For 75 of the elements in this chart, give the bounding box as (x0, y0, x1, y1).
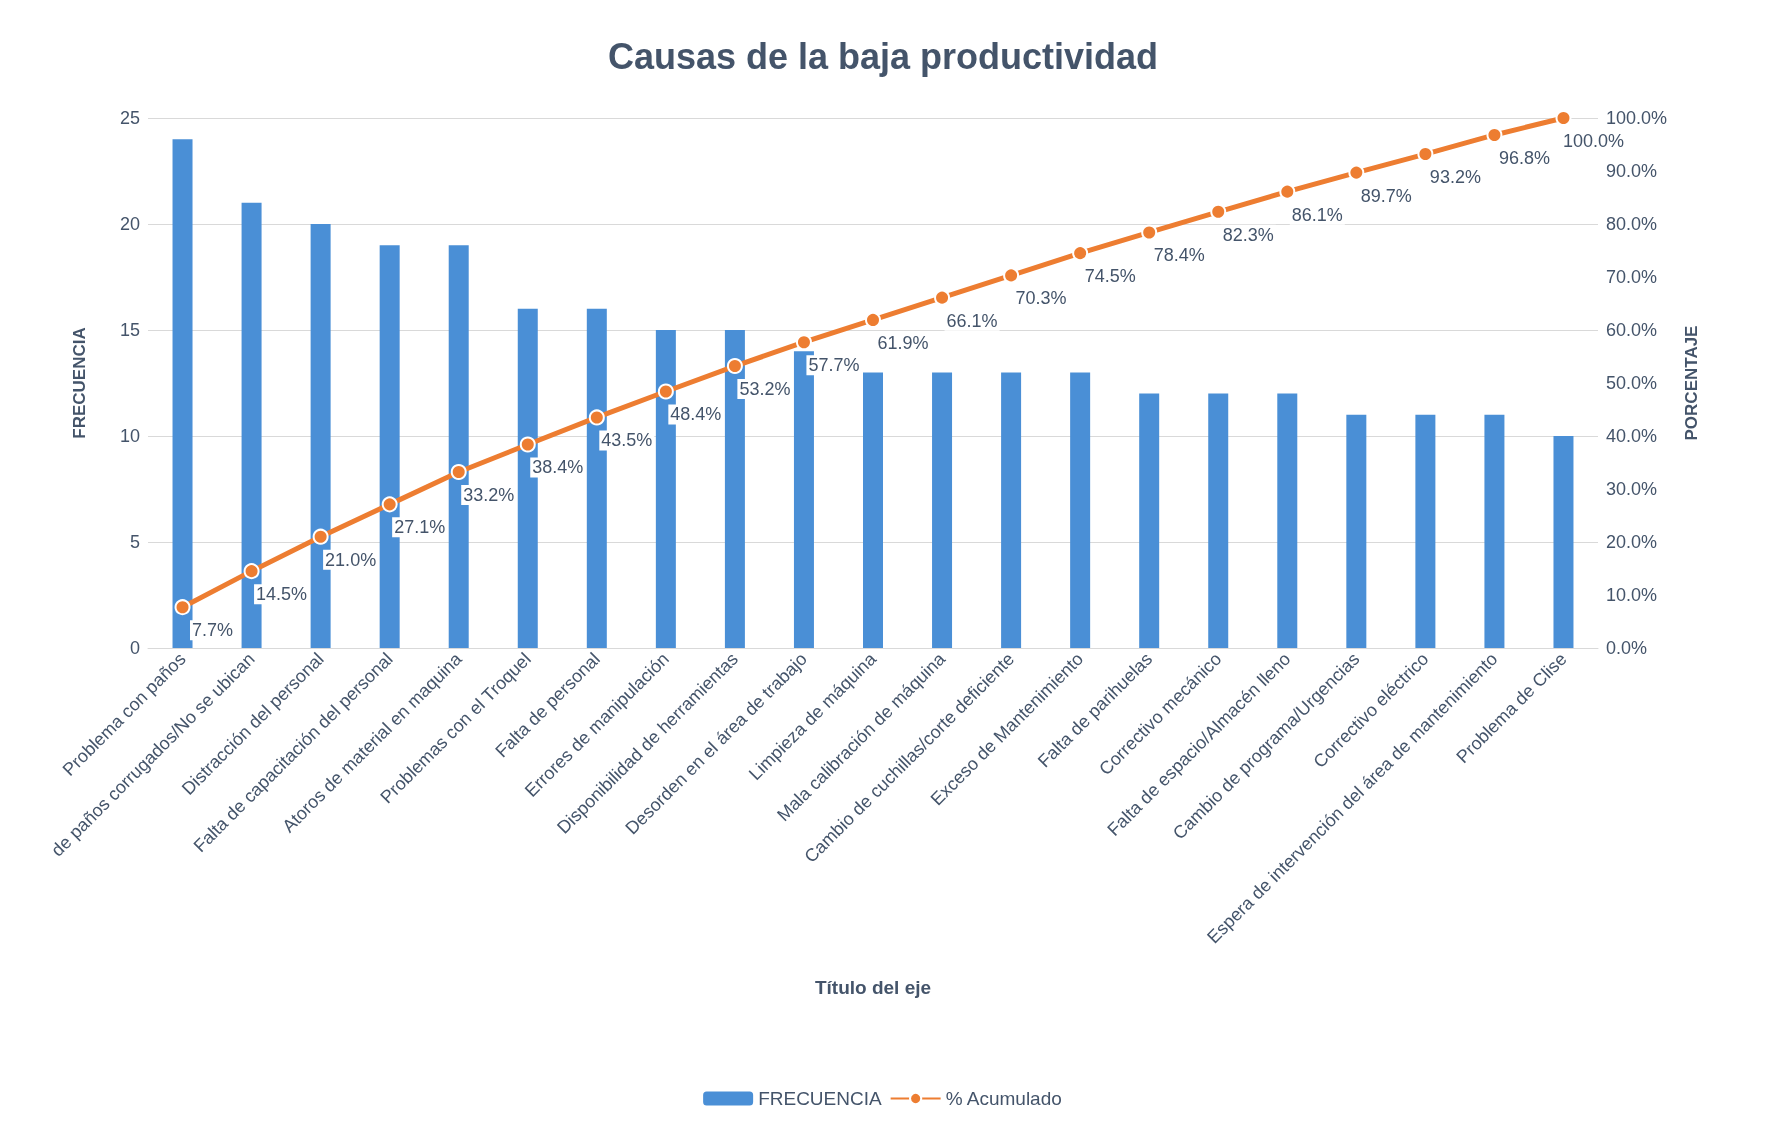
point (657, 383, 674, 400)
data-label: 96.8% (1498, 147, 1550, 168)
legend-label: % Acumulado (945, 1088, 1062, 1109)
y2-tick-label: 20.0% (1606, 532, 1658, 552)
y2-tick-label: 50.0% (1606, 373, 1658, 393)
bar (1070, 372, 1091, 648)
y2-tick-label: 0.0% (1606, 638, 1648, 658)
data-label: 61.9% (877, 332, 929, 353)
y-tick-label: 25 (119, 108, 140, 128)
data-label: 43.5% (601, 430, 653, 451)
y-tick-label: 10 (119, 426, 140, 446)
data-label: 38.4% (532, 457, 584, 478)
point (1141, 224, 1158, 241)
y-tick-label: 20 (119, 214, 140, 234)
y-tick-label: 0 (129, 638, 140, 658)
y2-tick-label: 100.0% (1606, 108, 1668, 128)
y2-tick-label: 60.0% (1606, 320, 1658, 340)
bar (1553, 436, 1574, 648)
data-label: 66.1% (946, 310, 998, 331)
data-label: 86.1% (1291, 204, 1343, 225)
data-label: 78.4% (1153, 245, 1205, 266)
bar (1139, 393, 1160, 648)
y2-tick-label: 10.0% (1606, 585, 1658, 605)
bar (1346, 414, 1367, 648)
y-tick-label: 15 (119, 320, 140, 340)
point (795, 334, 812, 351)
bar (1001, 372, 1022, 648)
point (1072, 245, 1089, 262)
point (519, 436, 536, 453)
point (450, 464, 467, 481)
y2-tick-label: 70.0% (1606, 267, 1658, 287)
point (1210, 203, 1227, 220)
bar (1484, 414, 1505, 648)
y2-axis-title: PORCENTAJE (1682, 325, 1701, 441)
data-label: 100.0% (1562, 131, 1625, 151)
y2-tick-label: 30.0% (1606, 479, 1658, 499)
point (1279, 183, 1296, 200)
point (1003, 267, 1020, 284)
legend-label: FRECUENCIA (758, 1088, 882, 1109)
data-label: 57.7% (808, 355, 860, 376)
data-label: 74.5% (1084, 266, 1136, 287)
point (312, 528, 329, 545)
y-tick-label: 5 (129, 532, 140, 552)
point (865, 311, 881, 328)
bar (1415, 414, 1436, 648)
y2-tick-label: 40.0% (1606, 426, 1658, 446)
data-label: 14.5% (256, 584, 308, 605)
point (174, 599, 191, 616)
chart-title: Causas de la baja productividad (607, 35, 1159, 77)
y-axis-title: FRECUENCIA (70, 327, 89, 439)
bar (932, 372, 953, 648)
bar (172, 139, 193, 648)
data-label: 48.4% (670, 404, 722, 425)
x-axis-title: Título del eje (814, 977, 932, 998)
point (1348, 164, 1365, 181)
y2-tick-label: 90.0% (1606, 161, 1658, 181)
data-label: 7.7% (192, 620, 234, 641)
point (243, 563, 260, 580)
point (381, 496, 398, 513)
bar (1277, 393, 1298, 648)
point (588, 409, 605, 426)
data-label: 33.2% (463, 485, 515, 506)
point (726, 358, 743, 375)
bar (863, 372, 883, 648)
data-label: 82.3% (1222, 224, 1274, 245)
point (1555, 110, 1572, 126)
data-label: 70.3% (1015, 288, 1067, 309)
data-label: 21.0% (325, 549, 377, 570)
y2-tick-label: 80.0% (1606, 214, 1658, 234)
data-label: 93.2% (1429, 167, 1481, 188)
point (934, 289, 951, 306)
data-label: 27.1% (394, 517, 446, 538)
data-label: 53.2% (739, 379, 791, 400)
bar (1208, 393, 1229, 648)
data-label: 89.7% (1360, 185, 1412, 206)
